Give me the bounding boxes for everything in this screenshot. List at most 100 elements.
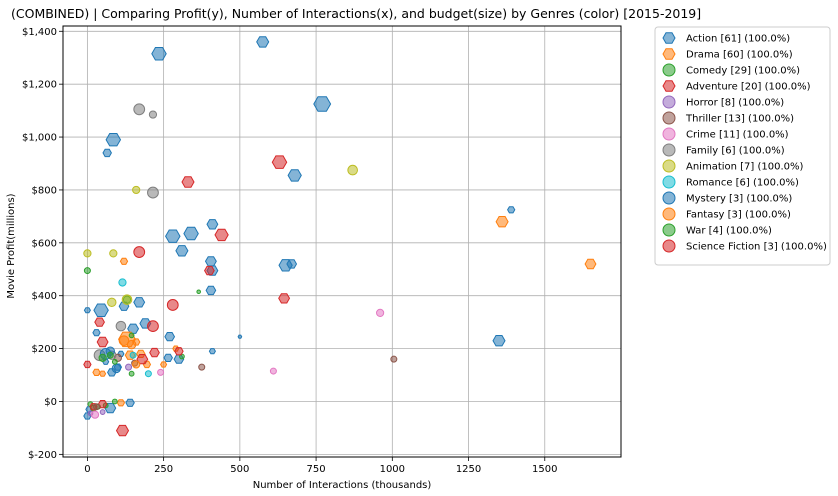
data-point — [93, 303, 109, 317]
data-point — [164, 332, 176, 342]
data-point — [90, 410, 100, 419]
data-point — [83, 360, 92, 369]
data-point — [115, 320, 127, 332]
chart-title: (COMBINED) | Comparing Profit(y), Number… — [11, 6, 701, 21]
data-point — [111, 363, 122, 374]
data-point — [99, 409, 106, 415]
y-tick-label: $1,200 — [22, 80, 57, 91]
data-point — [144, 370, 152, 378]
data-point — [160, 361, 168, 368]
legend-marker — [662, 239, 676, 253]
data-point — [115, 424, 130, 437]
data-point — [92, 368, 101, 376]
y-tick-label: $600 — [32, 238, 57, 249]
legend-entry: Crime [11] (100.0%) — [686, 130, 789, 141]
data-point — [133, 103, 146, 116]
data-point — [94, 317, 105, 327]
data-point — [165, 229, 181, 243]
y-axis-label: Movie Profit(millions) — [6, 193, 17, 298]
data-point — [107, 297, 117, 308]
x-axis-ticks: 0 250 500 750 1000 1250 1500 — [84, 457, 557, 475]
legend-marker — [662, 159, 676, 173]
data-point — [111, 398, 118, 405]
legend-entry: Thriller [13] (100.0%) — [685, 114, 794, 125]
legend-entry: Animation [7] (100.0%) — [686, 162, 804, 173]
data-point — [128, 370, 135, 377]
data-point — [214, 228, 229, 242]
data-point — [204, 265, 215, 276]
data-point — [118, 278, 127, 287]
legend-entry: Mystery [3] (100.0%) — [686, 194, 792, 205]
data-point — [83, 307, 91, 314]
x-tick-label: 1500 — [532, 464, 557, 475]
data-point — [492, 335, 506, 347]
legend-entry: Fantasy [3] (100.0%) — [686, 210, 791, 221]
data-point — [147, 320, 159, 333]
data-point — [118, 335, 130, 346]
data-point — [116, 399, 126, 407]
data-point — [125, 363, 133, 371]
x-tick-label: 0 — [84, 464, 90, 475]
data-point — [127, 323, 140, 334]
legend-entry: Drama [60] (100.0%) — [686, 50, 793, 61]
y-axis-ticks: $-200 $0 $200 $400 $600 $800 $1,000 $1,200 $1,40… — [22, 27, 63, 461]
x-tick-label: 750 — [307, 464, 326, 475]
data-point — [147, 186, 159, 199]
legend: Action [61] (100.0%) Drama [60] (100.0%) C… — [654, 26, 831, 266]
data-point — [390, 355, 398, 363]
data-point — [507, 206, 516, 214]
data-point — [133, 297, 146, 308]
data-point — [286, 259, 298, 269]
legend-marker — [662, 48, 676, 60]
data-point — [163, 353, 173, 362]
data-point — [183, 226, 199, 241]
data-point — [129, 351, 137, 359]
data-point — [83, 267, 91, 275]
data-point — [133, 246, 146, 258]
data-point — [313, 96, 332, 112]
data-point — [148, 110, 158, 119]
data-point — [174, 347, 184, 356]
y-tick-label: $400 — [32, 291, 57, 302]
legend-entry: Comedy [29] (100.0%) — [686, 66, 800, 77]
y-tick-label: $1,400 — [22, 27, 57, 38]
data-point — [105, 133, 122, 147]
data-point — [99, 370, 107, 377]
x-tick-label: 250 — [154, 464, 173, 475]
data-point — [93, 403, 101, 411]
data-point — [119, 257, 129, 265]
data-point — [196, 289, 201, 295]
data-point — [584, 258, 597, 270]
data-point — [206, 219, 219, 230]
data-point — [96, 336, 109, 348]
data-point — [269, 367, 277, 375]
legend-entry: Science Fiction [3] (100.0%) — [686, 242, 827, 253]
legend-entry: Family [6] (100.0%) — [686, 146, 785, 157]
y-tick-label: $800 — [32, 185, 57, 196]
x-axis-label: Number of Interactions (thousands) — [253, 480, 432, 491]
data-point — [125, 398, 135, 407]
data-point — [149, 347, 160, 358]
y-tick-label: $-200 — [28, 450, 57, 461]
data-point — [157, 368, 165, 376]
y-tick-label: $1,000 — [22, 133, 57, 144]
data-point — [208, 348, 216, 355]
legend-marker — [662, 63, 676, 77]
data-point — [92, 329, 101, 337]
data-point — [98, 353, 107, 362]
legend-entry: War [4] (100.0%) — [686, 226, 772, 237]
legend-entry: Action [61] (100.0%) — [686, 34, 790, 45]
legend-marker — [662, 80, 676, 92]
data-point — [132, 360, 141, 369]
legend-entry: Horror [8] (100.0%) — [686, 98, 784, 109]
data-point — [136, 354, 149, 365]
x-tick-label: 1000 — [380, 464, 405, 475]
legend-entry: Romance [6] (100.0%) — [686, 178, 799, 189]
data-point — [287, 169, 302, 182]
data-point — [204, 256, 217, 267]
legend-marker — [662, 111, 676, 125]
legend-box — [654, 26, 831, 266]
legend-marker — [662, 191, 676, 205]
data-point — [109, 249, 118, 258]
legend-marker — [662, 143, 676, 157]
